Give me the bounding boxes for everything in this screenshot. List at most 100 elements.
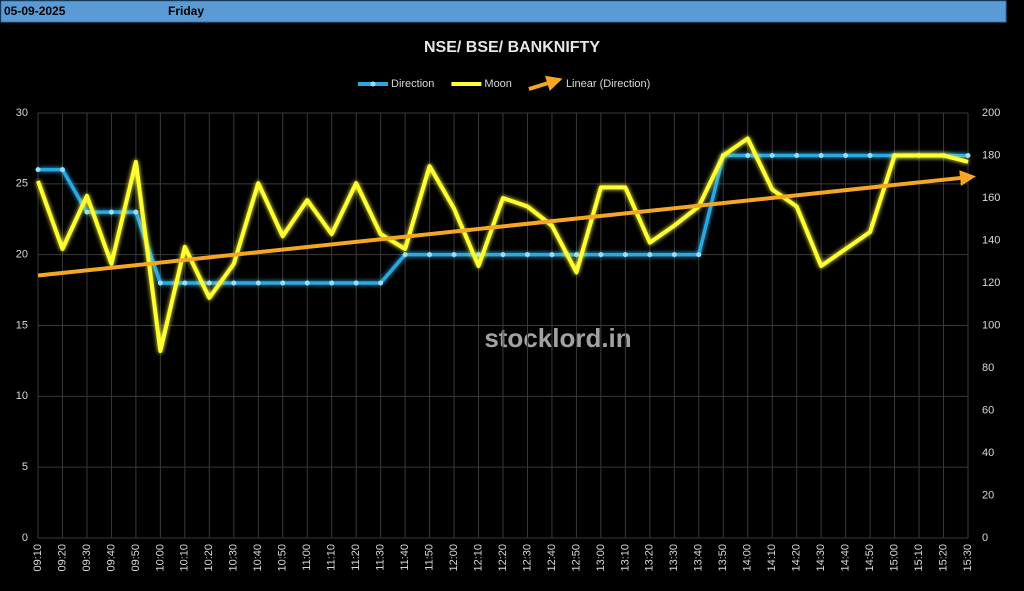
series-marker (157, 280, 163, 286)
x-tick-label: 10:10 (179, 544, 191, 572)
x-tick-label: 13:50 (717, 544, 729, 572)
y2-tick-label: 120 (982, 277, 1000, 289)
x-tick-label: 09:20 (56, 544, 68, 572)
x-tick-label: 11:50 (423, 544, 435, 571)
series-marker (647, 252, 653, 258)
series-marker (329, 280, 335, 286)
watermark: stocklord.in (484, 323, 631, 353)
x-tick-label: 15:00 (888, 544, 900, 572)
series-marker (108, 209, 114, 215)
chart-title: NSE/ BSE/ BANKNIFTY (424, 39, 600, 56)
x-tick-label: 14:00 (742, 544, 754, 572)
series-marker (182, 280, 188, 286)
y-tick-label: 15 (16, 319, 28, 331)
x-tick-label: 11:30 (375, 544, 387, 571)
series-marker (59, 167, 65, 173)
x-tick-label: 12:50 (570, 544, 582, 572)
y2-tick-label: 140 (982, 234, 1000, 246)
y-tick-label: 5 (22, 461, 28, 473)
x-tick-label: 10:50 (277, 544, 289, 572)
x-tick-label: 13:30 (668, 544, 680, 572)
x-tick-label: 09:10 (32, 544, 44, 572)
y-tick-label: 10 (16, 390, 28, 402)
series-marker (231, 280, 237, 286)
x-tick-label: 09:40 (105, 544, 117, 572)
header-day: Friday (168, 4, 204, 18)
series-marker (304, 280, 310, 286)
header-date: 05-09-2025 (4, 4, 66, 18)
y-tick-label: 0 (22, 532, 28, 544)
series-marker (402, 252, 408, 258)
series-marker (500, 252, 506, 258)
x-tick-label: 15:20 (937, 544, 949, 572)
x-tick-label: 12:40 (546, 544, 558, 572)
series-marker (427, 252, 433, 258)
x-tick-label: 13:00 (595, 544, 607, 572)
y2-tick-label: 40 (982, 447, 994, 459)
series-marker (794, 153, 800, 158)
series-marker (451, 252, 457, 258)
y2-tick-label: 160 (982, 192, 1000, 204)
series-marker (35, 167, 41, 173)
series-marker (353, 280, 359, 286)
series-marker (476, 252, 482, 258)
series-marker (524, 252, 530, 258)
series-marker (867, 153, 873, 158)
series-marker (965, 153, 971, 158)
series-marker (549, 252, 555, 258)
y2-tick-label: 60 (982, 404, 994, 416)
y-tick-label: 25 (16, 178, 28, 190)
x-tick-label: 14:20 (791, 544, 803, 572)
series-line (36, 136, 969, 353)
legend-label: Linear (Direction) (566, 78, 650, 90)
legend-swatch (528, 75, 563, 91)
series-marker (280, 280, 286, 286)
series-marker (573, 252, 579, 258)
y2-tick-label: 80 (982, 362, 994, 374)
x-tick-label: 14:40 (840, 544, 852, 572)
series-marker (622, 252, 628, 258)
series-marker (696, 252, 702, 258)
y2-tick-label: 0 (982, 532, 988, 544)
series-marker (133, 209, 139, 215)
y2-tick-label: 200 (982, 107, 1000, 119)
series-marker (598, 252, 604, 258)
legend-label: Direction (391, 78, 434, 90)
series-marker (671, 252, 677, 258)
x-tick-label: 10:20 (203, 544, 215, 572)
y2-tick-label: 100 (982, 319, 1000, 331)
series-marker (255, 280, 261, 286)
header-bar (0, 0, 1007, 23)
x-tick-label: 12:20 (497, 544, 509, 572)
y2-tick-label: 20 (982, 489, 994, 501)
series-marker (745, 153, 751, 158)
x-tick-label: 14:50 (864, 544, 876, 572)
y-tick-label: 30 (16, 107, 28, 119)
series-marker (378, 280, 384, 286)
x-tick-label: 11:40 (399, 544, 411, 571)
x-tick-label: 13:40 (693, 544, 705, 572)
x-tick-label: 13:20 (644, 544, 656, 572)
x-tick-label: 15:10 (913, 544, 925, 572)
x-tick-label: 09:50 (130, 544, 142, 572)
x-tick-label: 10:00 (154, 544, 166, 572)
series-marker (84, 209, 90, 215)
y2-tick-label: 180 (982, 149, 1000, 161)
x-tick-label: 10:40 (252, 544, 264, 572)
x-tick-label: 09:30 (81, 544, 93, 572)
x-tick-label: 11:20 (350, 544, 362, 571)
x-tick-label: 12:30 (521, 544, 533, 572)
x-tick-label: 14:30 (815, 544, 827, 572)
series-marker (769, 153, 775, 158)
series-marker (818, 153, 824, 158)
legend: Direction Moon Linear (Direction) (358, 75, 650, 91)
x-tick-label: 11:10 (326, 544, 338, 571)
x-tick-label: 10:30 (228, 544, 240, 572)
y-tick-label: 20 (16, 249, 28, 261)
trendline (37, 170, 976, 278)
x-tick-label: 11:00 (301, 544, 313, 571)
legend-label: Moon (484, 78, 512, 90)
legend-marker (370, 81, 376, 87)
